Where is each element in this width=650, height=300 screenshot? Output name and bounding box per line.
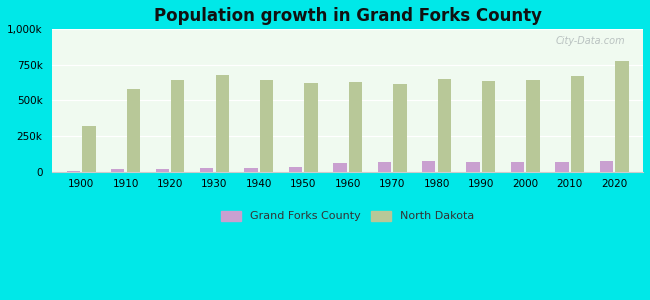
Bar	[555, 162, 569, 172]
Text: City-Data.com: City-Data.com	[556, 36, 625, 46]
Bar	[333, 163, 346, 172]
Bar	[378, 162, 391, 172]
Bar	[83, 126, 96, 172]
Bar	[393, 84, 406, 172]
Bar	[600, 161, 613, 172]
Bar	[289, 167, 302, 172]
Bar	[171, 80, 185, 172]
Bar	[216, 75, 229, 172]
Bar	[571, 76, 584, 172]
Bar	[482, 81, 495, 172]
Bar	[111, 169, 124, 172]
Bar	[526, 80, 539, 172]
Legend: Grand Forks County, North Dakota: Grand Forks County, North Dakota	[216, 206, 479, 226]
Bar	[467, 162, 480, 172]
Bar	[260, 80, 273, 172]
Bar	[67, 171, 80, 172]
Bar	[422, 161, 436, 172]
Bar	[127, 89, 140, 172]
Bar	[155, 169, 169, 172]
Bar	[616, 61, 629, 172]
Bar	[511, 162, 525, 172]
Bar	[244, 168, 258, 172]
Bar	[200, 168, 213, 172]
Bar	[349, 82, 362, 172]
Title: Population growth in Grand Forks County: Population growth in Grand Forks County	[153, 7, 541, 25]
Bar	[437, 79, 451, 172]
Bar	[304, 83, 318, 172]
